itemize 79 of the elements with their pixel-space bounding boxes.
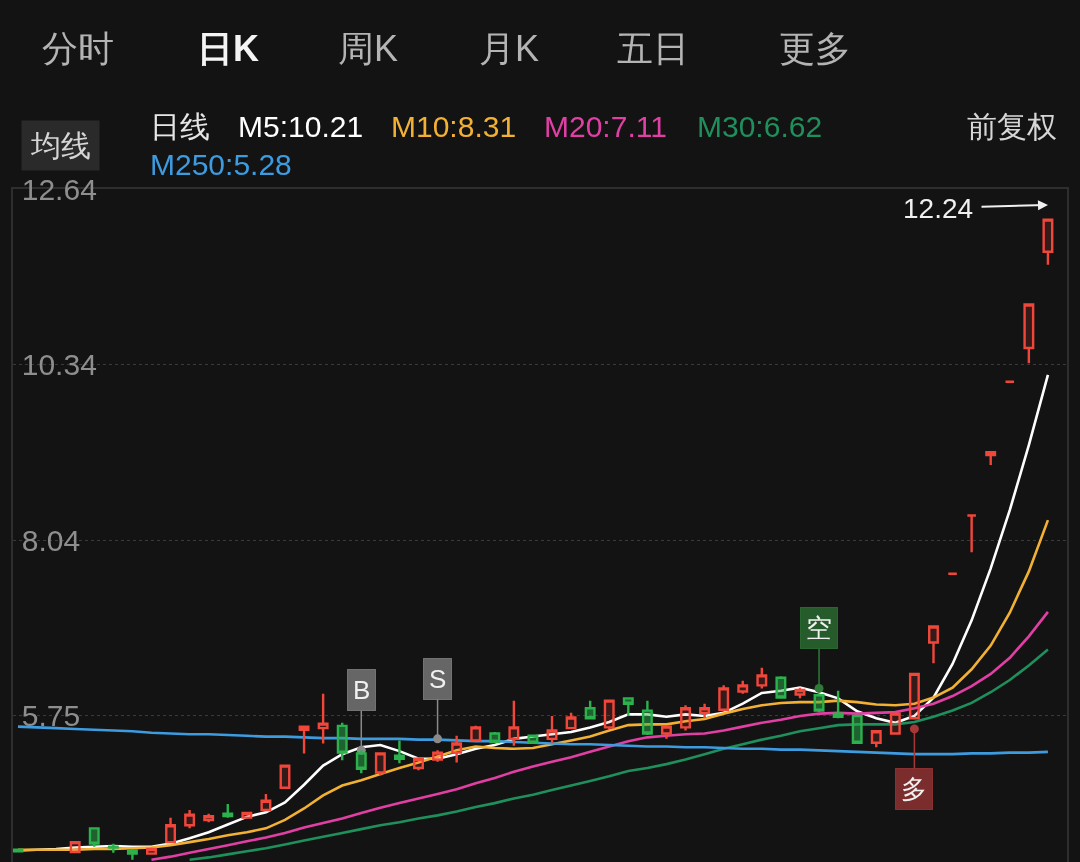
text: M250:5.28 [150,148,292,181]
y-tick-label: 8.04 [21,524,81,558]
text: 周K [338,28,399,69]
candlestick [393,739,405,765]
candlestick [203,812,215,824]
candlestick [699,702,711,720]
candlestick [947,572,959,575]
candlestick [851,713,863,745]
text: M30:6.62 [697,110,823,143]
text: M10:8.31 [391,110,517,143]
line-series [150,610,1050,862]
candlestick [107,842,119,855]
candlestick [889,711,901,736]
line-series [16,725,1050,756]
point [356,745,366,755]
candlestick [88,826,100,848]
text: 分时 [42,28,114,69]
candlestick [184,808,196,830]
candlestick [680,704,691,732]
data-label: 多 [901,774,927,804]
candlestick [432,749,444,764]
y-tick-label: 5.75 [21,699,81,733]
candlestick [622,697,634,718]
candlestick [928,624,939,665]
y-tick-label: 10.34 [21,348,97,382]
line-series [188,648,1050,862]
candlestick [546,714,558,744]
candlestick [1004,380,1016,383]
candlestick [756,666,768,690]
candlestick [832,689,844,720]
candlestick [146,846,157,856]
candlestick [775,674,787,700]
text: 前复权 [967,110,1057,143]
candlestick [737,679,749,695]
candlestick [374,752,386,777]
candlestick [279,764,291,790]
candlestick [126,847,138,861]
candlestick [908,671,920,721]
point [909,724,919,734]
candlestick [527,733,539,745]
data-label: B [353,675,371,705]
candlestick [966,514,978,554]
candlestick [1042,218,1054,266]
candlestick [985,450,997,467]
candlestick [336,721,348,762]
candlestick [508,699,520,747]
text: 五日 [617,28,689,69]
candlestick [584,699,596,720]
candlestick [165,816,177,844]
candlestick [298,725,310,755]
candlestick [222,802,234,819]
candlestick [565,711,577,731]
candlestick [470,724,482,743]
text: 均线 [30,129,91,162]
annotation: 12.24 [903,193,974,224]
text: M5:10.21 [238,110,364,143]
legend-title: 日线 [150,110,210,143]
candlestick [260,792,272,812]
candlestick [813,692,825,714]
text: M20:7.11 [544,110,667,143]
candlestick [641,699,653,737]
candlestick [1023,303,1035,365]
candlestick [241,811,253,820]
text: 月K [479,28,540,69]
candlestick [870,729,882,749]
candlestick [718,684,730,712]
candlestick [660,725,672,741]
candlestick [413,756,424,772]
candlestick [451,734,463,764]
data-label: 空 [806,613,832,643]
candlestick [489,730,501,744]
text: 日K [197,28,259,69]
data-label: S [429,664,447,694]
y-tick-label: 12.64 [21,172,97,206]
candlestick [603,698,615,731]
text: 更多 [779,28,851,69]
candlestick [69,840,81,855]
candlestick [317,692,329,745]
line-series [16,518,1050,852]
